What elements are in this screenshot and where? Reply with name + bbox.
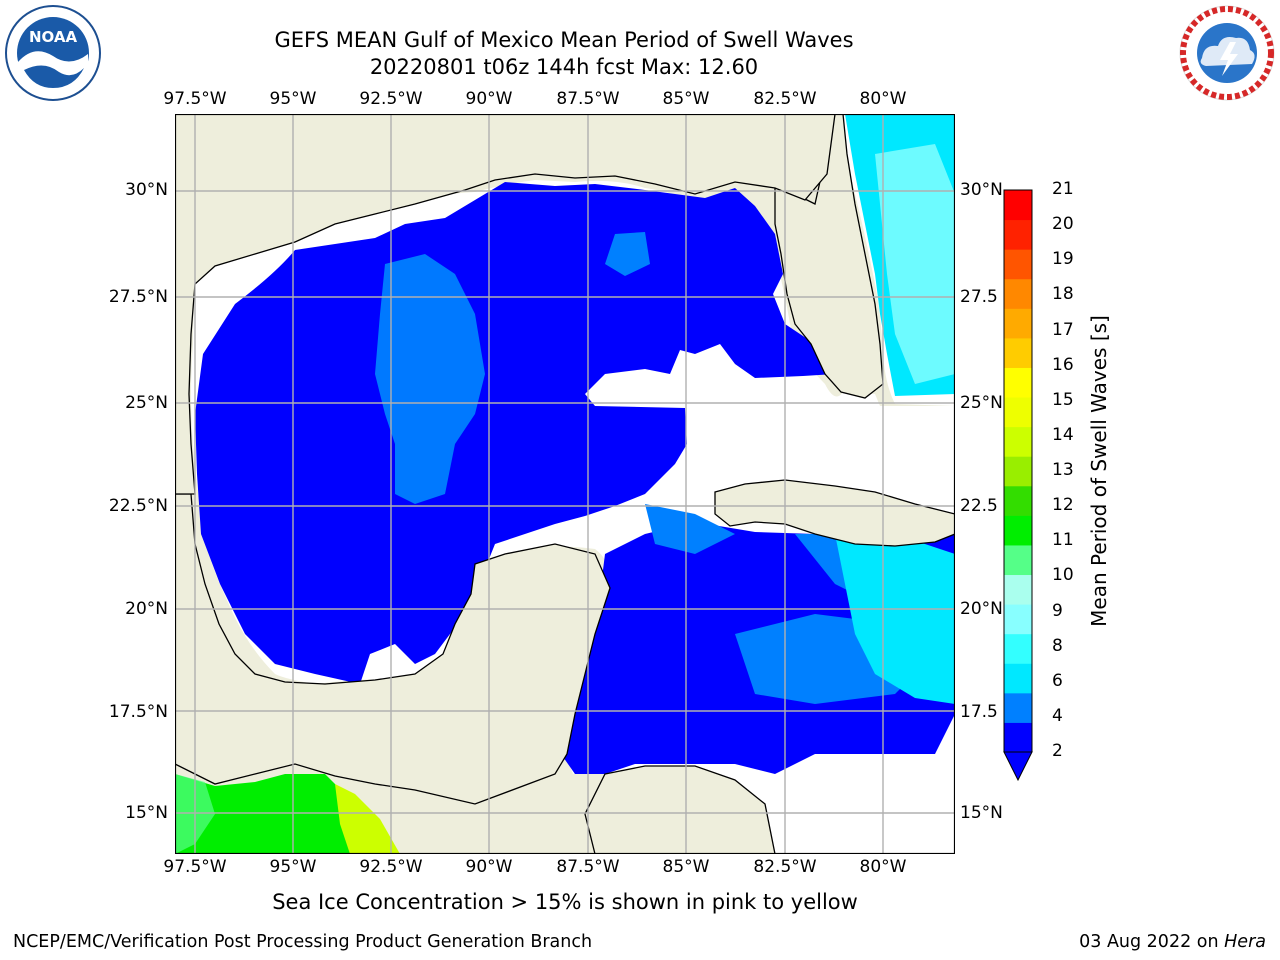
lat-tick-right: 22.5 (960, 496, 998, 516)
lat-tick-right: 27.5 (960, 287, 998, 307)
footer-date-text: 03 Aug 2022 on (1079, 932, 1225, 952)
colorbar-tick-label: 15 (1052, 389, 1074, 410)
colorbar-tick-label: 14 (1052, 424, 1074, 445)
lon-tick-bottom: 95°W (269, 857, 317, 877)
colorbar-tick-label: 17 (1052, 319, 1074, 340)
colorbar-segment (1004, 397, 1032, 428)
lon-tick-top: 95°W (269, 89, 317, 109)
swell-6to8s-east-caribbean (835, 534, 955, 704)
colorbar-tick-label: 16 (1052, 354, 1074, 375)
lon-tick-bottom: 87.5°W (556, 857, 620, 877)
lon-tick-top: 80°W (859, 89, 907, 109)
colorbar-segment (1004, 663, 1032, 694)
swell-4to6s-patch (645, 504, 735, 554)
colorbar-segment (1004, 367, 1032, 398)
colorbar-tick-label: 21 (1052, 179, 1074, 199)
lon-tick-top: 90°W (465, 89, 513, 109)
lat-tick-left: 22.5°N (108, 496, 168, 516)
colorbar-segment (1004, 574, 1032, 605)
colorbar-segment (1004, 308, 1032, 339)
colorbar-tick-label: 11 (1052, 530, 1074, 551)
colorbar-tick-label: 19 (1052, 249, 1074, 270)
map-plot (175, 114, 955, 854)
lat-tick-right: 17.5 (960, 702, 998, 722)
colorbar-segment (1004, 544, 1032, 576)
lat-tick-left: 15°N (125, 803, 168, 823)
cuba (714, 479, 955, 547)
lon-tick-top: 85°W (662, 89, 710, 109)
colorbar-label: Mean Period of Swell Waves [s] (1087, 315, 1111, 627)
colorbar-tick-label: 9 (1052, 600, 1063, 621)
colorbar-tick-label: 6 (1052, 670, 1063, 691)
colorbar-segment (1004, 515, 1032, 546)
lon-tick-bottom: 92.5°W (359, 857, 423, 877)
lon-tick-bottom: 80°W (859, 857, 907, 877)
yucatan-central-america (175, 493, 611, 854)
lat-tick-right: 20°N (960, 599, 1003, 619)
noaa-logo-icon: NOAA (5, 5, 101, 101)
colorbar-segment (1004, 692, 1032, 723)
lat-tick-left: 20°N (125, 599, 168, 619)
colorbar-segment (1004, 278, 1032, 309)
ice-region-yellow (335, 784, 400, 854)
colorbar-segment (1004, 633, 1032, 664)
lon-tick-top: 87.5°W (556, 89, 620, 109)
colorbar-tick-label: 10 (1052, 565, 1074, 586)
noaa-logo-text: NOAA (29, 28, 78, 46)
colorbar-tick-label: 20 (1052, 214, 1074, 235)
footer-date: 03 Aug 2022 on Hera (1079, 932, 1266, 952)
sea-ice-note: Sea Ice Concentration > 15% is shown in … (272, 890, 858, 914)
lat-tick-left: 30°N (125, 180, 168, 200)
lat-tick-right: 15°N (960, 803, 1003, 823)
colorbar-segment (1004, 219, 1032, 250)
colorbar-segment (1004, 604, 1032, 635)
footer-system: Hera (1224, 932, 1266, 952)
colorbar (1003, 189, 1033, 782)
map-subtitle-forecast: 20220801 t06z 144h fcst Max: 12.60 (369, 55, 759, 79)
colorbar-segment (1004, 485, 1032, 516)
swell-4to6s-patch (605, 232, 650, 276)
lon-tick-top: 82.5°W (753, 89, 817, 109)
colorbar-segment (1004, 190, 1032, 221)
lon-tick-bottom: 90°W (465, 857, 513, 877)
colorbar-segment (1004, 426, 1032, 457)
mexico-west (175, 114, 836, 495)
lat-tick-right: 25°N (960, 393, 1003, 413)
colorbar-segment (1004, 337, 1032, 368)
colorbar-segment (1004, 249, 1032, 280)
colorbar-segment (1004, 456, 1032, 487)
lon-tick-bottom: 82.5°W (753, 857, 817, 877)
colorbar-segment (1004, 722, 1032, 753)
swell-8to9s-patch (875, 144, 955, 384)
colorbar-tick-label: 4 (1052, 705, 1063, 726)
lat-tick-left: 25°N (125, 393, 168, 413)
colorbar-tick-label: 2 (1052, 741, 1063, 761)
nws-logo-icon (1179, 5, 1275, 101)
swell-2to4s-gulf (195, 182, 835, 684)
graticule (175, 114, 955, 854)
swell-4to6s-patch (375, 254, 485, 504)
colorbar-tick-label: 13 (1052, 460, 1074, 480)
lat-tick-left: 27.5°N (108, 287, 168, 307)
lat-tick-left: 17.5°N (108, 702, 168, 722)
footer-credit: NCEP/EMC/Verification Post Processing Pr… (13, 932, 593, 952)
colorbar-tick-label: 8 (1052, 635, 1063, 656)
colorbar-extend-arrow (1003, 751, 1033, 782)
lon-tick-top: 92.5°W (359, 89, 423, 109)
colorbar-tick-label: 18 (1052, 284, 1074, 305)
map-title: GEFS MEAN Gulf of Mexico Mean Period of … (274, 28, 854, 52)
colorbar-tick-label: 12 (1052, 495, 1074, 516)
lat-tick-right: 30°N (960, 180, 1003, 200)
lon-tick-bottom: 85°W (662, 857, 710, 877)
lon-tick-top: 97.5°W (163, 89, 227, 109)
lon-tick-bottom: 97.5°W (163, 857, 227, 877)
